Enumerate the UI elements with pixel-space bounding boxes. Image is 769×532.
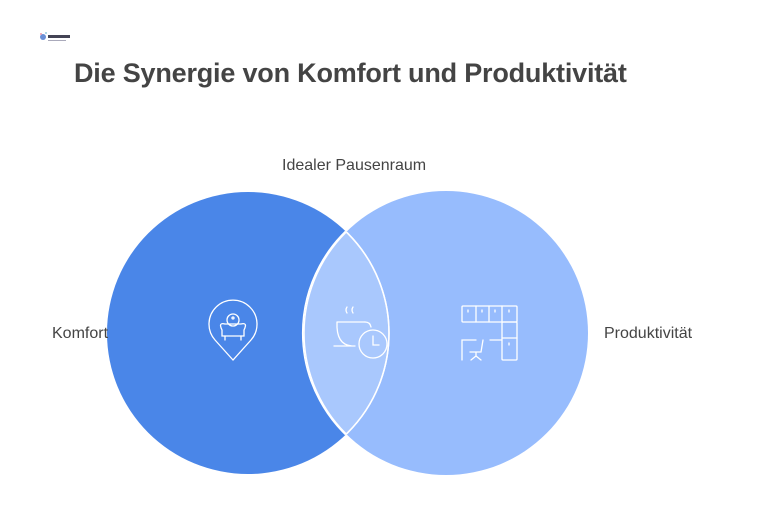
circle-komfort	[107, 192, 389, 474]
armchair-location-pin-icon	[208, 299, 258, 361]
coffee-cup-clock-icon	[333, 306, 388, 359]
label-produktivitaet: Produktivität	[604, 325, 693, 342]
office-desk-cabinets-icon	[461, 305, 518, 361]
label-komfort: Komfort	[52, 325, 109, 342]
page-title: Die Synergie von Komfort und Produktivit…	[74, 58, 627, 88]
logo	[40, 32, 70, 41]
circle-produktivitaet	[304, 191, 588, 475]
label-idealer-pausenraum: Idealer Pausenraum	[282, 157, 427, 174]
